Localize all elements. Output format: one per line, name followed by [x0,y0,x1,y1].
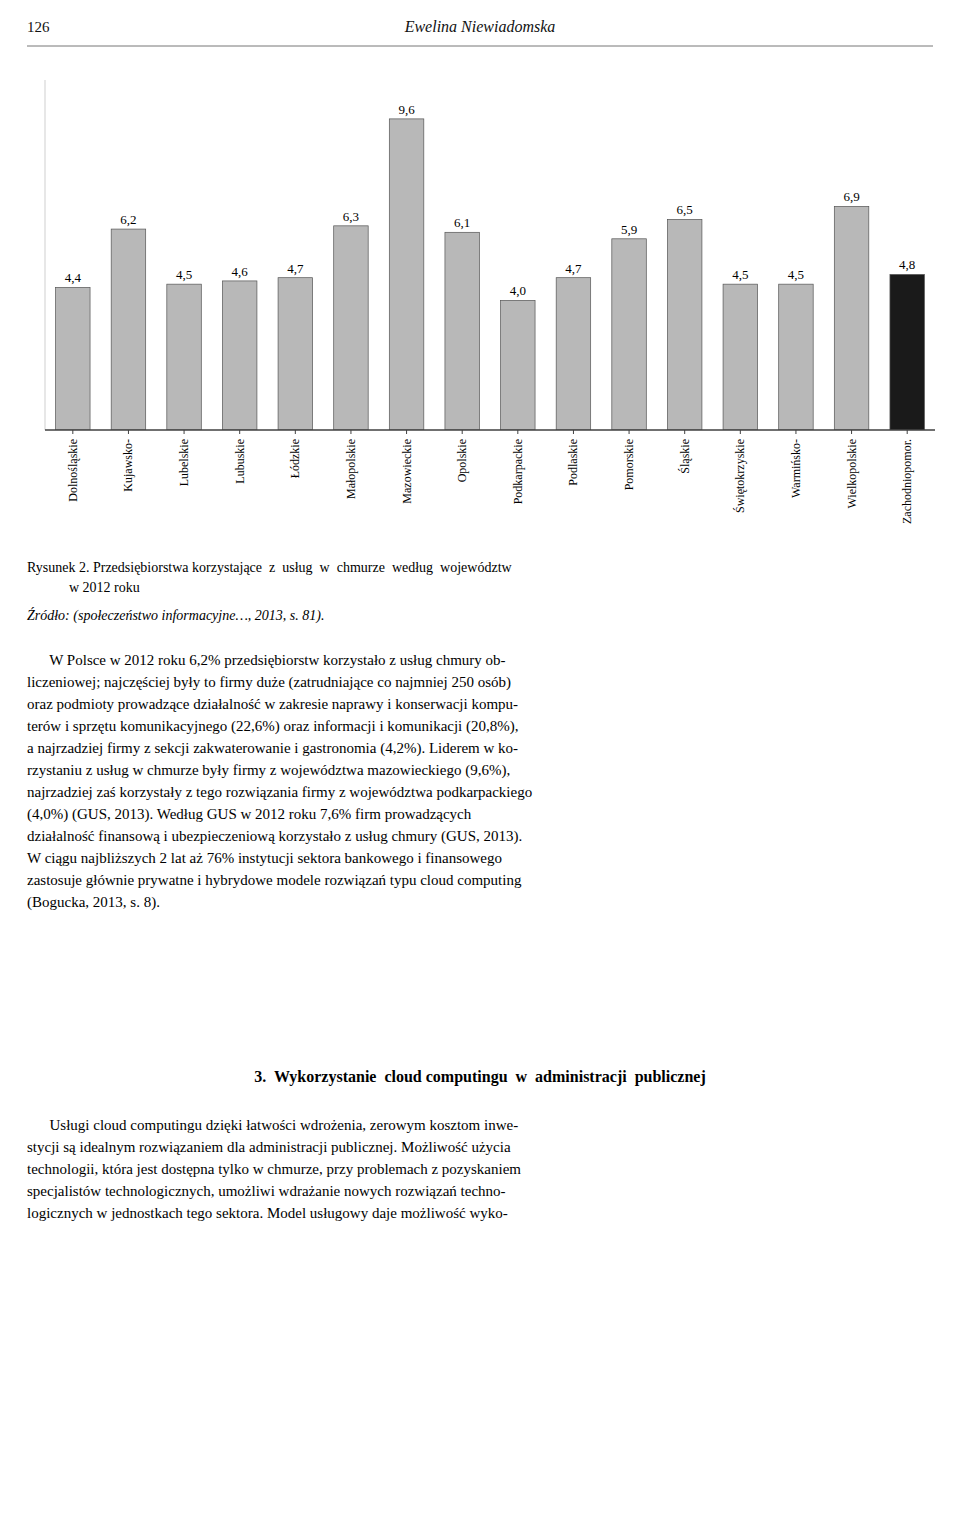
x-tick-label: Świętokrzyskie [733,439,747,513]
data-label: 6,2 [120,212,136,227]
x-tick-label: Zachodniopomor. [900,439,914,524]
paragraph-line: terów i sprzętu komunikacyjnego (22,6%) … [27,718,519,735]
data-label: 4,4 [65,270,82,285]
x-tick [740,430,741,434]
bar [834,206,868,430]
x-tick-label: Małopolskie [344,439,358,499]
x-tick [239,430,240,434]
paragraph-line: rzystaniu z usług w chmurze były firmy z… [27,762,510,779]
bar [278,278,312,430]
x-tick [72,430,73,434]
page-number: 126 [27,19,50,35]
bars [56,119,925,430]
x-axis-line [45,429,935,431]
bar [779,284,813,430]
bar [222,281,256,430]
bar [501,300,535,430]
paragraph-line: stycji są idealnym rozwiązaniem dla admi… [27,1139,511,1155]
x-tick-label: Łódzkie [288,439,302,478]
bar [556,278,590,430]
x-tick [907,430,908,434]
x-tick-label: Wielkopolskie [845,439,859,509]
x-tick [684,430,685,434]
x-tick [517,430,518,434]
data-label: 4,8 [899,257,915,272]
paragraph-line: (Bogucka, 2013, s. 8). [27,894,160,911]
x-tick-label: Lubelskie [177,439,191,486]
chart: 4,4 6,2 4,5 4,6 4,7 6,3 9,6 6,1 4,0 4,7 5,9 6,5 4,5 4… [45,80,935,524]
source-note: Źródło: (społeczeństwo informacyjne…, 20… [27,607,324,624]
paragraph-line: zastosuje głównie prywatne i hybrydowe m… [27,872,522,888]
running-header: Ewelina Niewiadomska [404,18,556,35]
x-tick [128,430,129,434]
data-label: 9,6 [398,102,415,117]
x-tick-label: Mazowieckie [400,439,414,504]
bar [56,287,90,430]
section-heading: 3. Wykorzystanie ⁠cloud computingu⁠ w ad… [254,1068,706,1086]
bar [334,226,368,430]
y-axis-line [45,80,46,430]
data-label: 4,0 [510,283,526,298]
paragraph-line: działalność finansową i ubezpieczeniową … [27,828,522,845]
x-tick-label: Podlaskie [566,439,580,486]
data-label: 4,7 [565,261,582,276]
paragraph-line: najrzadziej zaś korzystały z tego rozwią… [27,784,532,800]
x-tick-label: Opolskie [455,439,469,482]
x-tick [462,430,463,434]
x-tick-label: Lubuskie [233,439,247,484]
data-label: 5,9 [621,222,637,237]
paragraph-line: W Polsce w 2012 roku 6,2% przedsiębiorst… [27,652,506,668]
data-label: 6,3 [343,209,359,224]
paragraph-line: liczeniowej; najczęściej były to firmy d… [27,674,511,691]
paragraph-line: (4,0%) (GUS, 2013). Według GUS w 2012 ro… [27,806,472,823]
caption-subtitle: w 2012 roku [27,580,140,595]
bar [723,284,757,430]
data-label: 4,6 [232,264,249,279]
data-label: 4,5 [732,267,748,282]
bar [667,219,701,430]
x-tick [795,430,796,434]
x-tick [406,430,407,434]
paragraph-line: W ciągu najbliższych 2 lat aż 76% instyt… [27,850,502,866]
data-label: 4,7 [287,261,304,276]
data-label: 6,1 [454,215,470,230]
x-tick-label: Kujawsko- [121,439,135,492]
data-label: 6,9 [843,189,859,204]
x-tick-label: Warmińsko- [789,439,803,498]
x-tick [184,430,185,434]
bar [389,119,423,430]
bar [167,284,201,430]
x-tick [295,430,296,434]
x-tick-label: Podkarpackie [511,439,525,504]
x-tick [573,430,574,434]
paragraph-line: oraz podmioty prowadzące działalność w z… [27,696,518,712]
header-rule [27,46,933,47]
x-tick [851,430,852,434]
bar [445,232,479,430]
x-tick [350,430,351,434]
page: 126 Ewelina Niewiadomska 4,4 6,2 4,5 4,6 4,7 6,… [0,0,960,1525]
x-tick [629,430,630,434]
x-tick-label: Pomorskie [622,439,636,490]
bar [890,274,924,430]
bar [612,239,646,430]
x-tick-label: Śląskie [678,439,692,474]
paragraph-line: specjalistów technologicznych, umożliwi … [27,1183,506,1199]
x-tick-label: Dolnośląskie [66,439,80,502]
paragraph-line: technologii, która jest dostępna tylko w… [27,1161,521,1177]
bar [111,229,145,430]
caption-title: Rysunek 2. Przedsiębiorstwa korzystające… [27,560,513,575]
paragraph-line: logicznych w jednostkach tego sektora. M… [27,1205,508,1221]
background [0,0,960,1525]
data-label: 4,5 [176,267,192,282]
data-label: 6,5 [677,202,693,217]
data-label: 4,5 [788,267,804,282]
paragraph-line: Usługi ⁠cloud computingu⁠ dzięki łatwośc… [27,1117,518,1133]
paragraph-line: a najrzadziej firmy z sekcji zakwaterowa… [27,740,518,757]
